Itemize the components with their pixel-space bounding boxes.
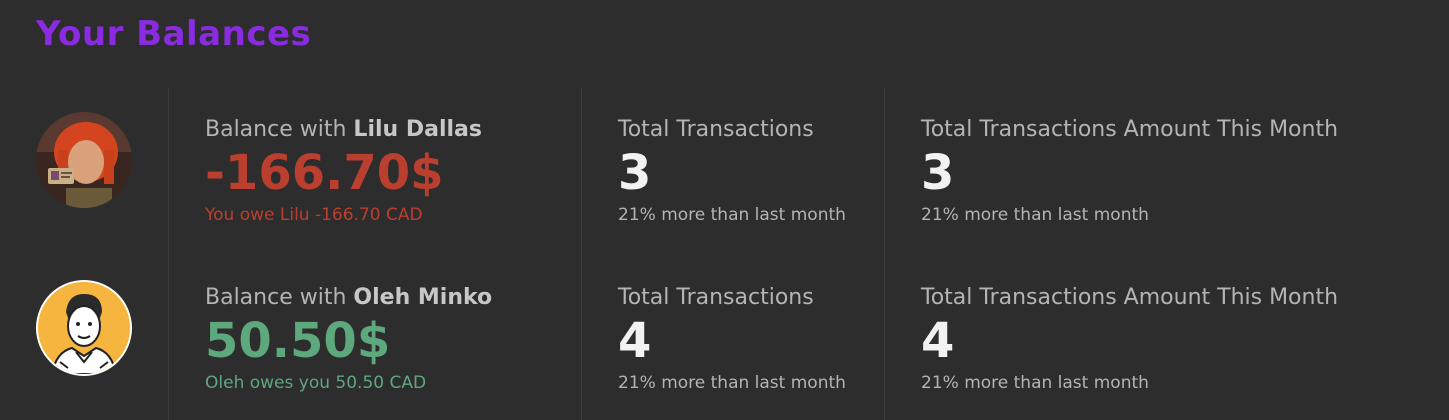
month-amount-label: Total Transactions Amount This Month bbox=[921, 117, 1339, 142]
column-divider bbox=[884, 88, 885, 420]
balance-row-oleh[interactable]: Balance with Oleh Minko 50.50$ Oleh owes… bbox=[0, 278, 1449, 420]
month-amount-note: 21% more than last month bbox=[921, 373, 1149, 393]
avatar-cartoon-man-icon bbox=[38, 282, 130, 374]
transactions-label: Total Transactions bbox=[618, 285, 814, 310]
transactions-label: Total Transactions bbox=[618, 117, 814, 142]
contact-name[interactable]: Lilu Dallas bbox=[353, 117, 482, 142]
month-amount-value: 3 bbox=[921, 145, 955, 201]
balance-label: Balance with Oleh Minko bbox=[205, 284, 492, 312]
balance-column: Balance with Oleh Minko 50.50$ Oleh owes… bbox=[205, 284, 492, 394]
transactions-count: 3 bbox=[618, 145, 652, 201]
balance-status: You owe Lilu -166.70 CAD bbox=[205, 205, 423, 225]
balance-status: Oleh owes you 50.50 CAD bbox=[205, 373, 427, 393]
avatar bbox=[36, 112, 132, 208]
contact-name[interactable]: Oleh Minko bbox=[353, 285, 493, 310]
transactions-note: 21% more than last month bbox=[618, 373, 846, 393]
balance-label: Balance with Lilu Dallas bbox=[205, 116, 482, 144]
balance-amount: -166.70$ bbox=[205, 145, 444, 201]
avatar bbox=[36, 280, 132, 376]
month-amount-column: Total Transactions Amount This Month 4 2… bbox=[921, 284, 1338, 394]
column-divider bbox=[168, 88, 169, 420]
page-title: Your Balances bbox=[36, 14, 312, 54]
month-amount-note: 21% more than last month bbox=[921, 205, 1149, 225]
month-amount-label: Total Transactions Amount This Month bbox=[921, 285, 1339, 310]
balance-label-prefix: Balance with bbox=[205, 117, 347, 142]
transactions-count: 4 bbox=[618, 313, 652, 369]
transactions-column: Total Transactions 4 21% more than last … bbox=[618, 284, 846, 394]
balance-amount: 50.50$ bbox=[205, 313, 391, 369]
avatar-orange-hair-icon bbox=[36, 112, 132, 208]
column-divider bbox=[581, 88, 582, 420]
balance-column: Balance with Lilu Dallas -166.70$ You ow… bbox=[205, 116, 482, 226]
balance-label-prefix: Balance with bbox=[205, 285, 347, 310]
balance-row-lilu[interactable]: Balance with Lilu Dallas -166.70$ You ow… bbox=[0, 110, 1449, 260]
transactions-column: Total Transactions 3 21% more than last … bbox=[618, 116, 846, 226]
month-amount-value: 4 bbox=[921, 313, 955, 369]
transactions-note: 21% more than last month bbox=[618, 205, 846, 225]
month-amount-column: Total Transactions Amount This Month 3 2… bbox=[921, 116, 1338, 226]
